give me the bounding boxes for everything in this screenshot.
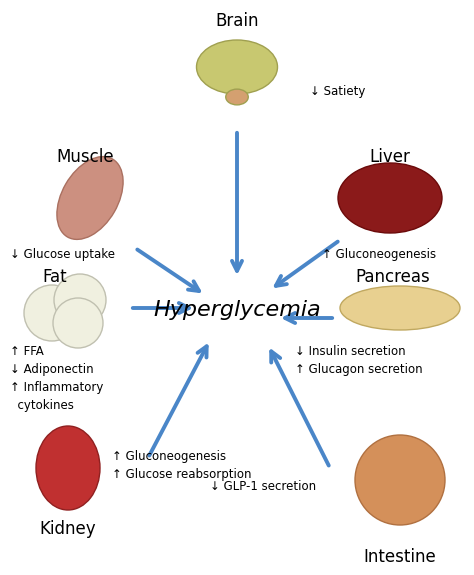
- Ellipse shape: [338, 163, 442, 233]
- Ellipse shape: [53, 298, 103, 348]
- Ellipse shape: [24, 285, 80, 341]
- Text: ↑ Gluconeogenesis: ↑ Gluconeogenesis: [322, 248, 436, 261]
- Text: Muscle: Muscle: [56, 148, 114, 166]
- Text: ↓ Satiety: ↓ Satiety: [310, 85, 365, 98]
- Ellipse shape: [355, 435, 445, 525]
- Text: Brain: Brain: [215, 12, 259, 30]
- Ellipse shape: [36, 426, 100, 510]
- Ellipse shape: [54, 274, 106, 326]
- Text: Intestine: Intestine: [364, 548, 437, 566]
- Text: ↑ FFA
↓ Adiponectin
↑ Inflammatory
  cytokines: ↑ FFA ↓ Adiponectin ↑ Inflammatory cytok…: [10, 345, 103, 412]
- Text: Fat: Fat: [43, 268, 67, 286]
- Text: Pancreas: Pancreas: [356, 268, 430, 286]
- Text: ↓ Glucose uptake: ↓ Glucose uptake: [10, 248, 115, 261]
- Ellipse shape: [340, 286, 460, 330]
- Text: Hyperglycemia: Hyperglycemia: [153, 300, 321, 320]
- Text: ↑ Gluconeogenesis
↑ Glucose reabsorption: ↑ Gluconeogenesis ↑ Glucose reabsorption: [112, 450, 252, 481]
- Text: Kidney: Kidney: [40, 520, 96, 538]
- Ellipse shape: [57, 156, 123, 239]
- Ellipse shape: [226, 89, 248, 105]
- Text: Liver: Liver: [370, 148, 410, 166]
- Ellipse shape: [197, 40, 277, 94]
- Text: ↓ GLP-1 secretion: ↓ GLP-1 secretion: [210, 480, 316, 493]
- Text: ↓ Insulin secretion
↑ Glucagon secretion: ↓ Insulin secretion ↑ Glucagon secretion: [295, 345, 423, 376]
